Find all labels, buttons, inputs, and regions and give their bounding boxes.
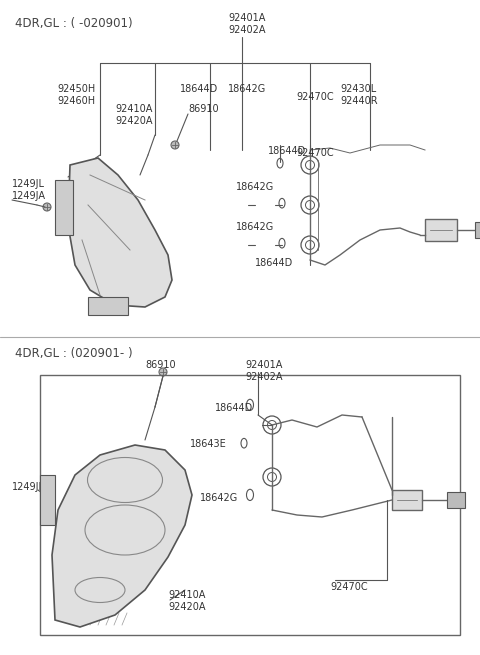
Polygon shape [52, 445, 192, 627]
Text: 1249JL
1249JA: 1249JL 1249JA [12, 179, 46, 201]
Bar [40, 475, 55, 525]
Ellipse shape [59, 190, 69, 200]
Text: 92470C: 92470C [296, 92, 334, 102]
Ellipse shape [59, 215, 69, 225]
Text: 92470C: 92470C [296, 148, 334, 158]
Text: 4DR,GL : (020901- ): 4DR,GL : (020901- ) [15, 347, 132, 360]
Bar [88, 297, 128, 315]
Bar [425, 219, 457, 241]
Bar [447, 492, 465, 508]
Text: 18644D: 18644D [268, 146, 306, 156]
Ellipse shape [43, 203, 51, 211]
Text: 18642G: 18642G [236, 222, 274, 232]
Text: 92410A
92420A: 92410A 92420A [168, 590, 205, 612]
Bar [392, 490, 422, 510]
Text: 92450H
92460H: 92450H 92460H [57, 84, 95, 105]
Polygon shape [68, 158, 172, 307]
Ellipse shape [159, 368, 167, 376]
Text: 18644D: 18644D [215, 403, 253, 413]
Text: 1249JB: 1249JB [12, 482, 46, 492]
Text: 92430L
92440R: 92430L 92440R [340, 84, 378, 105]
Text: 18644D: 18644D [180, 84, 218, 94]
Text: 92470C: 92470C [330, 582, 368, 592]
Text: 86910: 86910 [188, 104, 218, 114]
Bar [40, 375, 460, 635]
Ellipse shape [42, 508, 52, 518]
Ellipse shape [42, 485, 52, 495]
Text: 86910: 86910 [145, 360, 176, 370]
Text: 18644D: 18644D [255, 258, 293, 268]
Text: 4DR,GL : ( -020901): 4DR,GL : ( -020901) [15, 17, 132, 30]
Text: 92401A
92402A: 92401A 92402A [245, 360, 283, 382]
Text: 18642G: 18642G [228, 84, 266, 94]
Text: 18642G: 18642G [236, 182, 274, 192]
Ellipse shape [43, 501, 51, 509]
Bar [55, 180, 73, 235]
Text: 18642G: 18642G [200, 493, 238, 503]
Text: 92410A
92420A: 92410A 92420A [115, 104, 153, 126]
Ellipse shape [171, 141, 179, 149]
Text: 18643E: 18643E [190, 439, 227, 449]
Bar [475, 222, 480, 238]
Text: 92401A
92402A: 92401A 92402A [228, 13, 265, 35]
